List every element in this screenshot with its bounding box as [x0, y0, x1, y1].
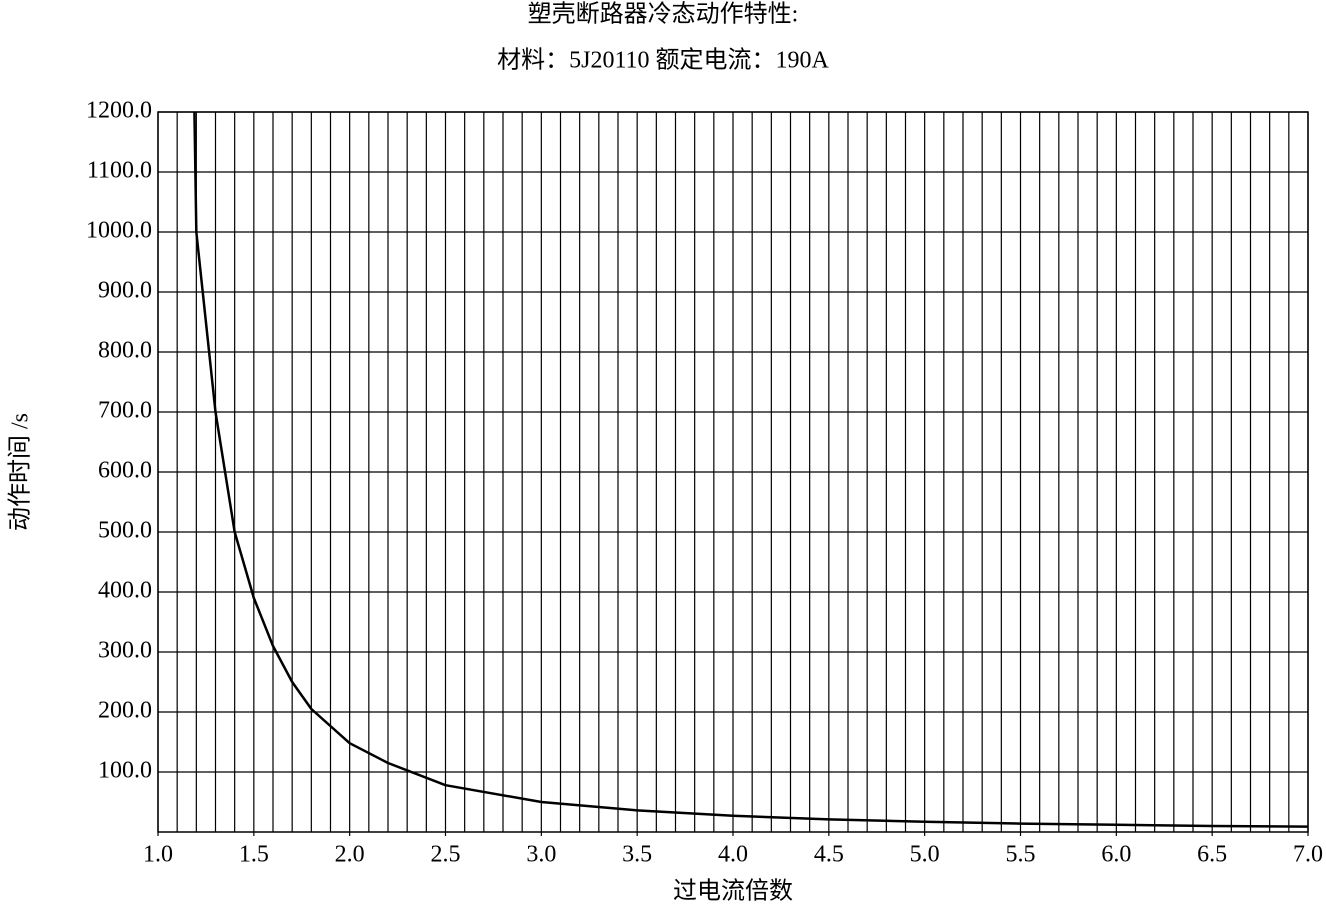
- x-tick-label: 3.0: [526, 842, 556, 868]
- y-tick-label: 700.0: [98, 398, 152, 424]
- x-tick-label: 1.5: [239, 842, 269, 868]
- y-tick-label: 200.0: [98, 698, 152, 724]
- y-tick-label: 600.0: [98, 458, 152, 484]
- y-tick-label: 900.0: [98, 278, 152, 304]
- x-tick-label: 6.0: [1101, 842, 1131, 868]
- y-tick-label: 100.0: [98, 758, 152, 784]
- y-tick-label: 800.0: [98, 338, 152, 364]
- x-tick-label: 5.5: [1006, 842, 1036, 868]
- x-tick-label: 3.5: [622, 842, 652, 868]
- x-tick-label: 1.0: [143, 842, 173, 868]
- y-tick-label: 1000.0: [86, 218, 152, 244]
- x-tick-label: 7.0: [1293, 842, 1323, 868]
- curve: [193, 111, 1309, 828]
- y-tick-label: 1100.0: [87, 158, 152, 184]
- x-axis-label: 过电流倍数: [673, 878, 793, 905]
- x-tick-label: 4.0: [718, 842, 748, 868]
- plot-frame: [157, 111, 1309, 833]
- x-tick-label: 5.0: [910, 842, 940, 868]
- y-tick-label: 500.0: [98, 518, 152, 544]
- x-tick-label: 2.5: [431, 842, 461, 868]
- y-tick-label: 300.0: [98, 638, 152, 664]
- y-tick-label: 1200.0: [86, 98, 152, 124]
- x-tick-label: 2.0: [335, 842, 365, 868]
- chart-subtitle: 材料：5J20110 额定电流：190A: [497, 47, 829, 74]
- chart-title: 塑壳断路器冷态动作特性:: [528, 1, 799, 28]
- y-tick-label: 400.0: [98, 578, 152, 604]
- y-axis-label: 动作时间 /s: [7, 413, 34, 531]
- x-tick-label: 6.5: [1197, 842, 1227, 868]
- x-tick-label: 4.5: [814, 842, 844, 868]
